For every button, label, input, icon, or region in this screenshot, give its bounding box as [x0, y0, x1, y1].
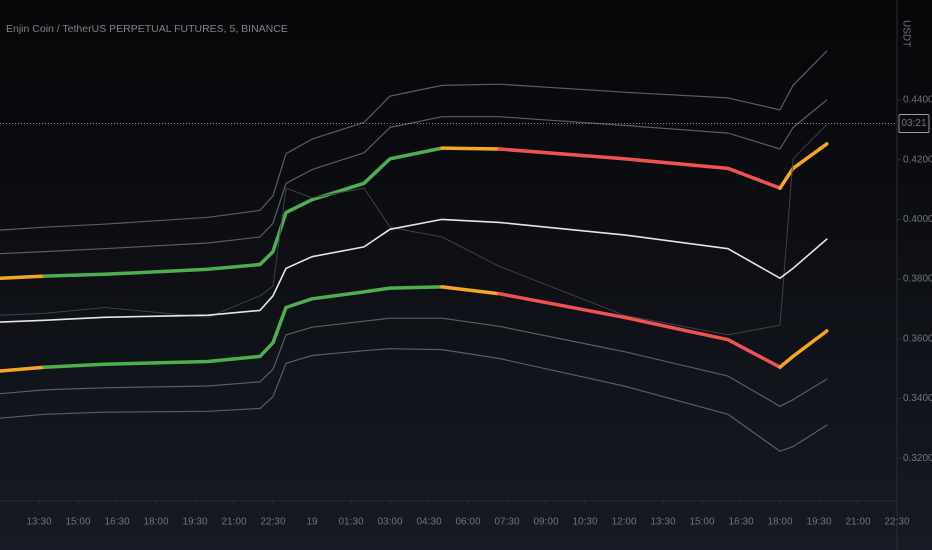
series-line	[42, 285, 444, 369]
y-tick-label: 0.3200	[903, 453, 932, 464]
x-tick-label: 19:30	[182, 517, 207, 528]
series-line	[497, 291, 782, 369]
x-tick-label: 19	[306, 517, 318, 528]
x-tick-label: 19:30	[806, 517, 831, 528]
y-tick-label: 0.4000	[903, 214, 932, 225]
series-line	[0, 218, 828, 323]
x-tick-label: 12:00	[611, 517, 636, 528]
x-tick-label: 06:00	[455, 517, 480, 528]
x-tick-label: 10:30	[572, 517, 597, 528]
x-tick-label: 16:30	[104, 517, 129, 528]
x-tick-label: 22:30	[884, 517, 909, 528]
y-tick-label: 0.3600	[903, 333, 932, 344]
x-tick-label: 07:30	[494, 517, 519, 528]
series-line	[0, 365, 46, 373]
x-tick-label: 21:00	[221, 517, 246, 528]
last-price-label: 03:21	[901, 118, 926, 129]
series-line	[497, 147, 782, 190]
series-line	[440, 285, 501, 296]
series-line	[0, 50, 828, 231]
x-tick-label: 22:30	[260, 517, 285, 528]
y-tick-label: 0.4200	[903, 154, 932, 165]
series-line	[778, 329, 829, 369]
series-line	[0, 274, 46, 280]
x-tick-label: 16:30	[728, 517, 753, 528]
series-line	[0, 124, 828, 336]
last-price-box	[898, 114, 930, 133]
y-tick-label: 0.3800	[903, 274, 932, 285]
x-tick-label: 13:30	[650, 517, 675, 528]
chart-title: Enjin Coin / TetherUS PERPETUAL FUTURES,…	[6, 23, 288, 35]
series-line	[440, 146, 501, 151]
series-line	[0, 317, 828, 407]
x-tick-label: 18:00	[767, 517, 792, 528]
x-tick-label: 13:30	[26, 517, 51, 528]
x-tick-label: 15:00	[65, 517, 90, 528]
x-tick-label: 15:00	[689, 517, 714, 528]
x-tick-label: 09:00	[533, 517, 558, 528]
series-line	[0, 99, 828, 255]
y-tick-label: 0.3400	[903, 393, 932, 404]
series-line	[778, 142, 829, 190]
x-tick-label: 18:00	[143, 517, 168, 528]
series-line	[0, 348, 828, 452]
x-tick-label: 04:30	[416, 517, 441, 528]
series-line	[42, 146, 444, 278]
x-tick-label: 01:30	[338, 517, 363, 528]
x-tick-label: 21:00	[845, 517, 870, 528]
y-unit: USDT	[900, 20, 911, 47]
y-tick-label: 0.4400	[903, 95, 932, 106]
x-tick-label: 03:00	[377, 517, 402, 528]
